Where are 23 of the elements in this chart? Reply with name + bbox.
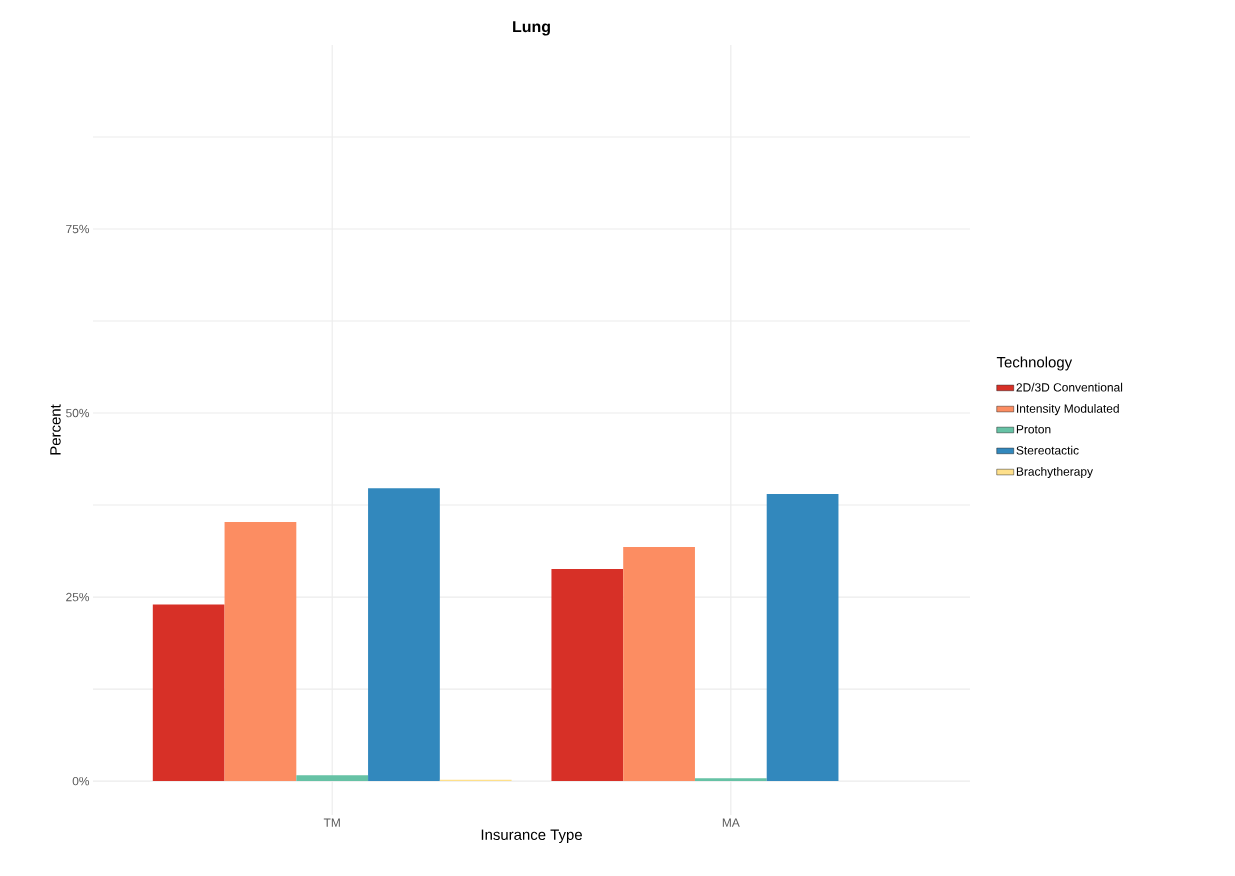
bar	[623, 547, 695, 782]
bar	[766, 494, 839, 782]
x-tick-label: MA	[722, 818, 740, 827]
y-tick-label: 50%	[66, 408, 90, 418]
legend-title: Technology	[996, 356, 1073, 371]
legend-label: 2D/3D Conventional	[1016, 382, 1123, 392]
bar	[152, 604, 225, 782]
legend-label: Stereotactic	[1016, 445, 1079, 455]
x-axis-title: Insurance Type	[481, 829, 582, 843]
y-tick-label: 25%	[66, 592, 90, 602]
legend-label: Proton	[1016, 425, 1051, 434]
bar	[551, 569, 624, 782]
y-axis-title: Percent	[50, 404, 61, 455]
bar	[694, 778, 767, 782]
bar	[296, 775, 369, 782]
chart-title: Lung	[513, 21, 550, 36]
bar	[368, 488, 440, 782]
bar	[224, 522, 297, 782]
legend-label: Intensity Modulated	[1017, 403, 1119, 416]
y-tick-label: 0%	[72, 776, 90, 786]
x-tick-label: TM	[323, 818, 340, 827]
legend-label: Brachytherapy	[1016, 466, 1093, 479]
y-tick-label: 75%	[66, 224, 90, 234]
